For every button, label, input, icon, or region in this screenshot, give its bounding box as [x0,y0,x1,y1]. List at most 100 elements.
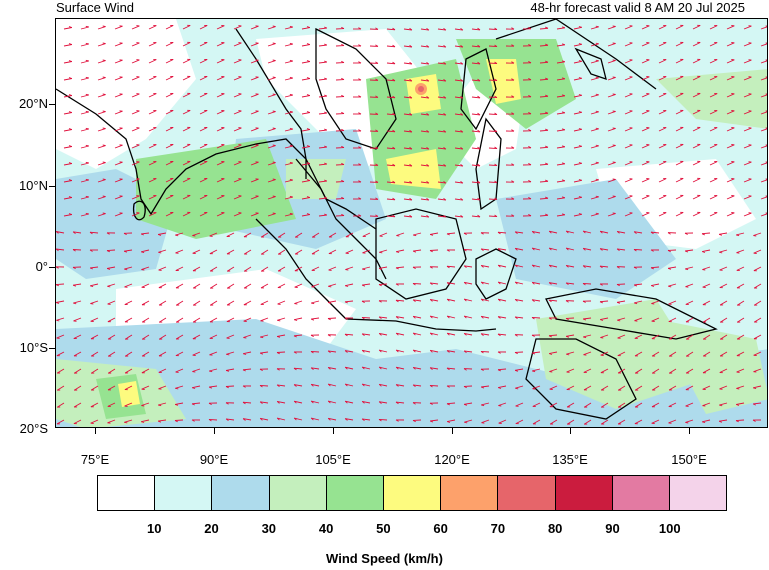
wind-arrow [216,76,225,81]
wind-arrow [209,317,218,323]
wind-arrow-head [358,163,362,166]
wind-arrow [634,385,643,391]
wind-arrow-head [90,285,94,288]
wind-arrow [573,43,582,47]
wind-arrow [498,402,507,406]
wind-arrow [709,76,718,81]
wind-arrow-head [106,250,110,253]
wind-arrow-head [595,161,599,164]
wind-arrow [80,26,89,30]
wind-arrow [668,283,677,287]
wind-arrow [165,178,174,183]
wind-arrow [114,178,123,183]
wind-arrow [106,249,116,252]
wind-arrow-head [272,195,276,198]
wind-arrow [73,283,82,286]
wind-arrow [709,144,718,149]
wind-arrow [480,350,490,353]
wind-arrow [311,249,320,255]
wind-arrow [692,25,701,30]
wind-arrow-head [191,419,195,422]
wind-arrow [709,42,718,47]
wind-arrow-head [306,179,311,182]
lat-tick [49,186,55,187]
wind-arrow [471,96,481,99]
wind-arrow [114,195,123,200]
wind-arrow [650,231,660,234]
wind-arrow-head [327,318,331,321]
wind-arrow-head [392,78,396,82]
wind-arrow-head [293,400,297,404]
coastlines [56,19,718,420]
wind-arrow-head [310,383,314,387]
wind-arrow-head [612,212,616,214]
wind-arrow [556,180,565,183]
wind-arrow [736,334,745,340]
wind-arrow-head [752,403,756,406]
wind-arrow-head [396,235,400,237]
wind-arrow-head [306,162,311,165]
wind-arrow [63,78,72,81]
wind-arrow [675,42,684,47]
wind-arrow [709,110,718,115]
wind-arrow [607,212,616,217]
wind-arrows [56,24,767,425]
wind-arrow [250,212,259,217]
wind-arrow [301,129,310,132]
wind-arrow-head [612,76,616,78]
wind-arrow [430,315,439,319]
wind-arrow-head [375,197,379,200]
colorbar-label: 70 [490,521,506,536]
wind-arrow-head [494,197,498,200]
wind-arrow-head [306,128,311,131]
wind-arrow [192,232,201,237]
wind-arrow-head [344,366,348,370]
wind-arrow [226,300,235,306]
wind-arrow [437,79,446,82]
wind-arrow [675,178,684,183]
wind-arrow [90,402,99,408]
wind-arrow-head [514,316,518,320]
wind-arrow-head [345,285,349,287]
wind-arrow [209,351,218,356]
wind-arrow [182,144,191,149]
wind-arrow [345,266,354,270]
wind-arrow [556,112,565,115]
wind-arrow-head [702,421,706,424]
wind-arrow [226,368,235,371]
wind-arrow-head [68,94,73,96]
wind-arrow-head [289,144,293,147]
wind-arrow-head [446,233,450,236]
wind-arrow [736,402,745,405]
wind-arrow [498,264,507,268]
wind-arrow-head [293,367,297,371]
wind-arrow-head [612,93,616,95]
wind-arrow-head [409,146,413,150]
wind-arrow [233,144,242,149]
wind-arrow-head [463,368,467,371]
wind-arrow-head [719,404,723,407]
wind-arrow [233,127,242,132]
wind-arrow [345,366,354,370]
wind-arrow [583,385,592,391]
wind-arrow-head [514,231,518,234]
wind-arrow-head [85,25,89,28]
wind-arrow-head [595,178,599,181]
wind-arrow [396,316,405,319]
wind-arrow-head [327,417,331,421]
wind-arrow [63,44,72,47]
wind-arrow [216,93,225,98]
wind-map [55,18,768,428]
wind-arrow-head [243,337,247,339]
wind-arrow [182,110,191,115]
wind-arrow [403,28,412,31]
wind-arrow [277,266,286,272]
wind-arrow-head [511,27,515,30]
lat-label-20n: 20°N [18,96,48,111]
wind-arrow-head [328,285,332,288]
wind-arrow [582,282,592,285]
wind-arrow-head [392,112,396,116]
wind-arrow [641,212,650,217]
wind-arrow-head [531,247,535,251]
wind-arrow-head [429,233,434,236]
